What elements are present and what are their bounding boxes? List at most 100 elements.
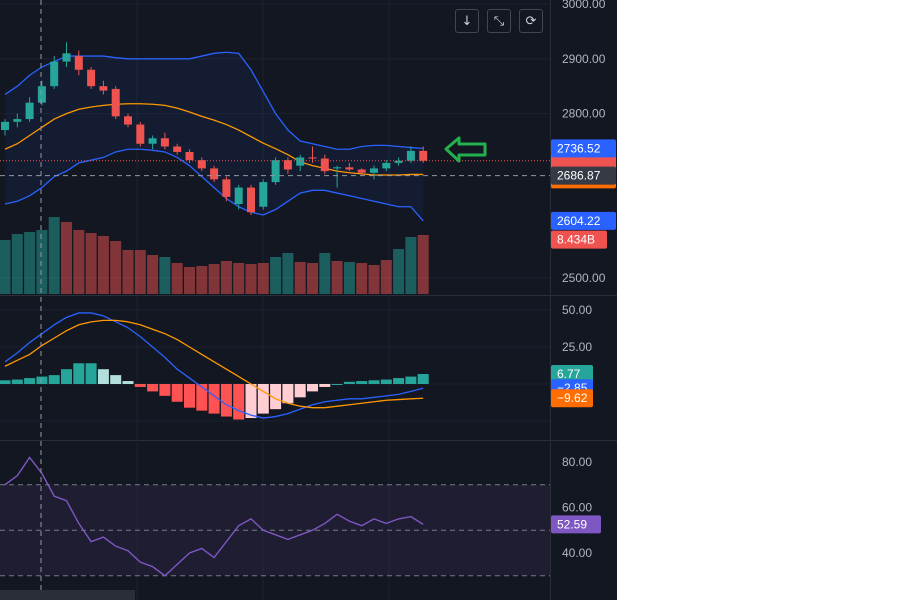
macd-histogram-bar [11,379,23,384]
candle-body [13,119,22,122]
volume-bar [368,265,380,294]
candle-body [25,102,34,120]
time-axis-label-box [0,590,135,600]
macd-histogram-bar [97,369,109,384]
volume-bar [122,250,134,294]
reset-chart-icon[interactable]: ⟳ [519,9,543,33]
volume-bar [159,257,171,294]
macd-histogram-bar [331,384,343,385]
chart-canvas[interactable]: 3000.00 2900.00 2800.00 2500.00 2736.52 2686.… [0,0,617,600]
candle-body [185,151,194,161]
macd-histogram-bar [196,384,208,411]
macd-histogram-bar [61,369,72,384]
rsi-axis-tick-label: 40.00 [562,546,592,560]
price-badge [551,166,616,185]
macd-histogram-bar [48,375,60,384]
volume-bar [208,264,220,294]
volume-bar [405,237,417,294]
macd-histogram-bar [184,384,195,408]
collapse-panel-icon[interactable]: ⤡ [487,9,511,33]
price-badge-label: 8.434B [557,233,595,247]
macd-histogram-bar [36,376,48,384]
candle-body [308,157,317,159]
trading-chart[interactable]: 3000.00 2900.00 2800.00 2500.00 2736.52 2686.… [0,0,617,600]
bollinger-band-fill [5,52,424,221]
candle-body [74,56,83,70]
candle-body [197,160,206,169]
price-axis-tick-label: 2900.00 [562,52,606,66]
macd-histogram-bar [368,380,380,384]
macd-axis-tick-label: 25.00 [562,340,592,354]
candle-body [271,160,280,183]
candle-body [247,187,255,213]
rsi-line [4,456,424,577]
price-badge [551,211,616,230]
volume-bar [196,266,208,294]
candle-body [357,169,366,173]
price-badge-label: 2604.22 [557,214,601,228]
volume-bar [97,236,109,294]
rsi-badge-label: 52.59 [557,517,587,531]
macd-histogram-bar [343,381,355,384]
candle-body [99,86,108,91]
macd-histogram-bar [233,384,245,420]
bollinger-lower-line [4,148,424,222]
volume-bar [270,257,282,294]
macd-histogram-bar [147,384,159,392]
candle-body [173,146,182,152]
volume-bar [245,264,257,294]
volume-bar [184,267,195,294]
macd-badge-label: 6.77 [557,367,581,381]
price-badge [551,139,616,158]
macd-histogram-bar [134,384,146,387]
candle-body [370,168,378,173]
macd-histogram-bar [73,363,85,384]
volume-bar [110,241,122,294]
macd-histogram-bar [85,363,97,384]
candle-body [419,150,428,161]
candle-body [283,160,292,170]
macd-line [4,312,424,419]
bollinger-basis-line [4,103,424,176]
macd-histogram-bar [208,384,220,414]
volume-bar [24,232,36,294]
price-axis-tick-label: 2800.00 [562,107,606,121]
volume-bar [147,255,159,294]
macd-histogram-bar [0,380,11,384]
volume-bar [294,262,306,294]
candle-body [124,116,132,125]
rsi-axis-tick-label: 80.00 [562,455,592,469]
rsi-badge [551,515,601,534]
price-badge-label: 2736.52 [557,141,601,155]
macd-histogram-bar [405,376,417,384]
price-badge [551,230,607,249]
candle-body [320,158,329,172]
macd-histogram-bar [171,384,183,402]
volume-bar [36,230,48,294]
candle-body [148,138,157,144]
volume-bar [380,260,392,294]
rsi-axis-tick-label: 60.00 [562,501,592,515]
macd-signal-line [4,319,424,409]
macd-histogram-bar [122,381,134,384]
volume-bar [48,217,60,294]
volume-bar [0,240,11,294]
macd-histogram-bar [110,375,122,384]
volume-bar [356,263,368,294]
candle-body [234,187,243,205]
macd-histogram-bar [380,379,392,384]
candle-body [222,179,231,197]
candle-body [50,61,59,87]
macd-histogram-bar [307,384,318,392]
candle-body [1,121,9,131]
macd-histogram-bar [24,378,36,384]
price-axis-tick-label: 2500.00 [562,271,606,285]
macd-histogram-bar [245,384,257,419]
macd-badge-label: −9.62 [557,391,588,405]
volume-bar [134,250,146,294]
volume-bar [233,263,245,294]
macd-histogram-bar [159,384,171,396]
volume-bar [257,263,269,294]
bollinger-upper-line [4,51,424,150]
scroll-down-icon[interactable]: ↓ [455,9,479,33]
